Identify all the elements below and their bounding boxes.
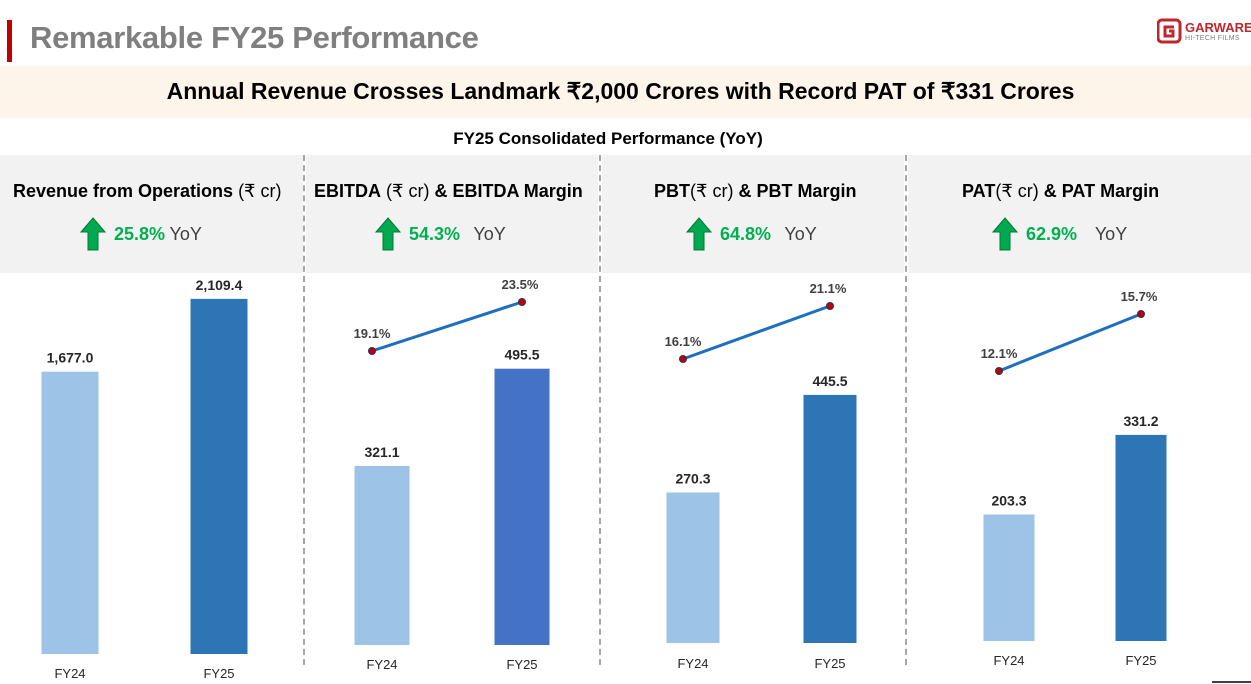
bar-value-label: 2,109.4 bbox=[196, 277, 243, 293]
x-tick-label: FY24 bbox=[54, 666, 85, 681]
margin-marker bbox=[995, 367, 1003, 375]
growth-pct: 25.8% bbox=[114, 223, 166, 244]
margin-value-label: 21.1% bbox=[810, 281, 847, 296]
metric-title-pat: PAT(₹ cr) & PAT Margin bbox=[962, 181, 1160, 201]
x-tick-label: FY24 bbox=[993, 653, 1024, 668]
margin-value-label: 12.1% bbox=[981, 346, 1018, 361]
growth-ebitda: 54.3% YoY bbox=[375, 216, 506, 252]
garware-logo-icon bbox=[1156, 18, 1182, 44]
panel-divider bbox=[599, 155, 601, 665]
margin-marker bbox=[679, 355, 687, 363]
yoy-label: YoY bbox=[169, 223, 202, 244]
metric-title-revenue: Revenue from Operations (₹ cr) bbox=[13, 181, 282, 201]
growth-revenue: 25.8% YoY bbox=[80, 216, 202, 252]
headline: Annual Revenue Crosses Landmark ₹2,000 C… bbox=[166, 78, 1075, 104]
bar-value-label: 495.5 bbox=[504, 347, 539, 363]
margin-marker bbox=[518, 298, 526, 306]
growth-pbt: 64.8% YoY bbox=[686, 216, 817, 252]
logo-wordmark: GARWARE bbox=[1185, 20, 1251, 35]
margin-value-label: 23.5% bbox=[502, 277, 539, 292]
up-arrow-icon bbox=[80, 217, 106, 251]
page-title: Remarkable FY25 Performance bbox=[30, 20, 479, 55]
company-logo: GARWARE HI-TECH FILMS bbox=[1156, 18, 1251, 48]
margin-value-label: 15.7% bbox=[1121, 289, 1158, 304]
bar-fy25 bbox=[1115, 434, 1167, 641]
margin-marker bbox=[826, 302, 834, 310]
headline-band bbox=[0, 66, 1251, 118]
metric-title-pbt: PBT(₹ cr) & PBT Margin bbox=[654, 181, 857, 201]
yoy-label: YoY bbox=[473, 223, 506, 244]
logo-tagline: HI-TECH FILMS bbox=[1185, 35, 1240, 42]
margin-marker bbox=[368, 347, 376, 355]
margin-line bbox=[371, 300, 523, 353]
panel-divider bbox=[303, 155, 305, 665]
bar-fy25 bbox=[494, 368, 550, 645]
growth-pct: 64.8% bbox=[720, 223, 772, 244]
margin-marker bbox=[1137, 310, 1145, 318]
yoy-label: YoY bbox=[784, 223, 817, 244]
x-tick-label: FY25 bbox=[814, 656, 845, 671]
up-arrow-icon bbox=[686, 217, 712, 251]
chart-section-subtitle: FY25 Consolidated Performance (YoY) bbox=[453, 129, 763, 148]
bar-fy25 bbox=[190, 298, 248, 654]
growth-pct: 54.3% bbox=[409, 223, 461, 244]
bar-value-label: 445.5 bbox=[812, 373, 847, 389]
x-tick-label: FY25 bbox=[1125, 653, 1156, 668]
margin-value-label: 16.1% bbox=[665, 334, 702, 349]
panel-header-revenue bbox=[0, 155, 303, 273]
x-tick-label: FY24 bbox=[677, 656, 708, 671]
panel-header-pat bbox=[908, 155, 1251, 273]
title-accent-bar bbox=[7, 20, 12, 62]
bar-value-label: 270.3 bbox=[675, 470, 710, 486]
x-tick-label: FY25 bbox=[203, 666, 234, 681]
bar-value-label: 331.2 bbox=[1123, 413, 1158, 429]
x-tick-label: FY25 bbox=[506, 657, 537, 672]
footer-rule bbox=[1212, 681, 1251, 683]
panel-header-ebitda bbox=[306, 155, 598, 273]
bar-fy24 bbox=[666, 492, 720, 643]
yoy-label: YoY bbox=[1094, 223, 1128, 244]
panel-divider bbox=[905, 155, 907, 665]
bar-fy24 bbox=[41, 371, 99, 654]
growth-pat: 62.9% YoY bbox=[992, 216, 1127, 252]
bar-fy25 bbox=[803, 394, 857, 643]
bar-fy24 bbox=[354, 465, 410, 645]
bar-fy24 bbox=[983, 514, 1035, 641]
margin-value-label: 19.1% bbox=[354, 326, 391, 341]
bar-value-label: 1,677.0 bbox=[47, 350, 94, 366]
metric-title-ebitda: EBITDA (₹ cr) & EBITDA Margin bbox=[314, 181, 583, 201]
margin-line bbox=[682, 304, 831, 361]
bar-value-label: 321.1 bbox=[364, 444, 399, 460]
up-arrow-icon bbox=[375, 217, 401, 251]
panel-header-pbt bbox=[602, 155, 904, 273]
up-arrow-icon bbox=[992, 217, 1018, 251]
bar-value-label: 203.3 bbox=[991, 492, 1026, 508]
x-tick-label: FY24 bbox=[366, 657, 397, 672]
margin-line bbox=[998, 312, 1142, 373]
growth-pct: 62.9% bbox=[1026, 223, 1078, 244]
